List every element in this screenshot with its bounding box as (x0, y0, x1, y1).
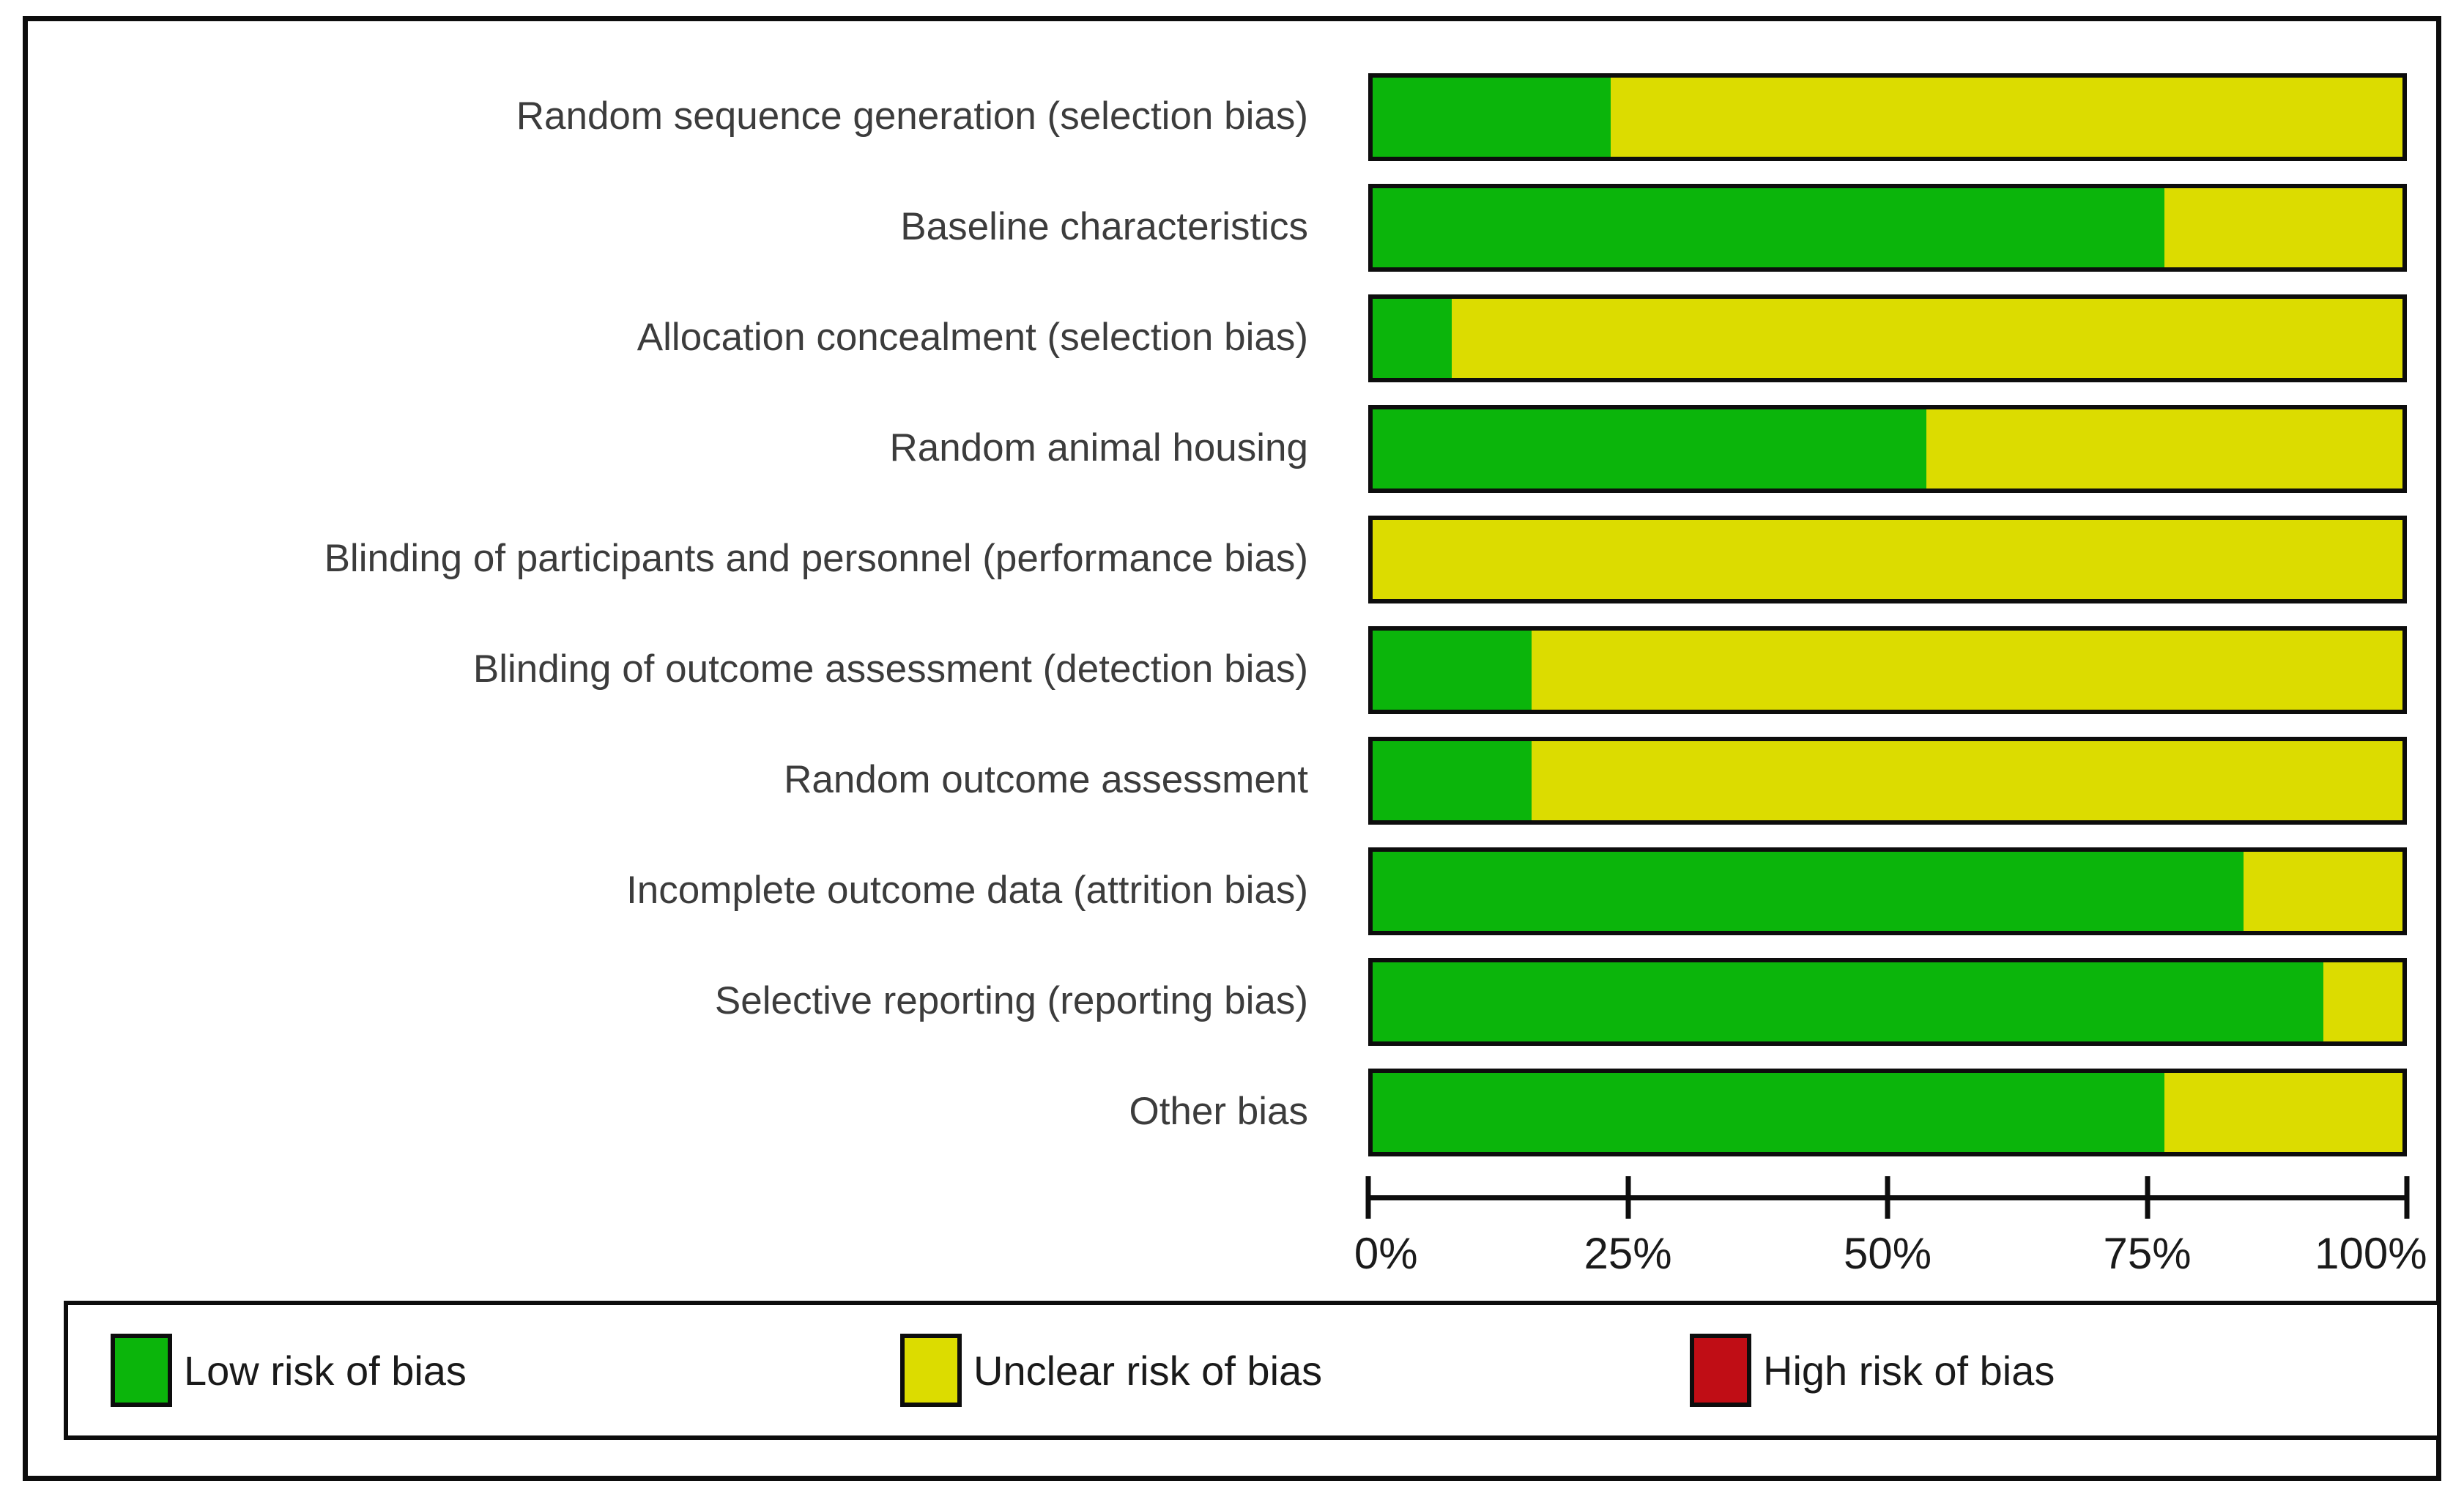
x-tick-label-100: 100% (2315, 1229, 2427, 1278)
bar-segment-low-risk-of-bias (1373, 187, 2165, 267)
bar-segment-unclear-risk-of-bias (1373, 519, 2402, 599)
bar-rows: Random sequence generation (selection bi… (28, 62, 2436, 1167)
stacked-bar (1368, 1068, 2407, 1156)
bar-segment-unclear-risk-of-bias (2164, 187, 2402, 267)
stacked-bar (1368, 736, 2407, 825)
stacked-bar (1368, 957, 2407, 1046)
bar-segment-low-risk-of-bias (1373, 1072, 2165, 1152)
stacked-bar (1368, 294, 2407, 382)
stacked-bar (1368, 625, 2407, 714)
category-label-random-sequence-generation-selection-bia: Random sequence generation (selection bi… (516, 94, 1308, 138)
legend-item-unclear-risk-of-bias: Unclear risk of bias (858, 1334, 1647, 1407)
stacked-bar (1368, 515, 2407, 603)
chart-frame: Random sequence generation (selection bi… (23, 16, 2441, 1481)
legend-swatch-unclear-risk-of-bias (900, 1334, 962, 1407)
x-tick-label-25: 25% (1584, 1229, 1672, 1278)
bar-segment-low-risk-of-bias (1373, 962, 2323, 1041)
legend-item-low-risk-of-bias: Low risk of bias (68, 1334, 858, 1407)
chart-row: Incomplete outcome data (attrition bias) (28, 836, 2436, 946)
x-tick-label-50: 50% (1843, 1229, 1932, 1278)
category-label-blinding-of-outcome-assessment-detection: Blinding of outcome assessment (detectio… (472, 647, 1308, 691)
bar-segment-low-risk-of-bias (1373, 77, 1611, 157)
legend-swatch-high-risk-of-bias (1690, 1334, 1751, 1407)
x-axis-tick (1365, 1176, 1371, 1219)
category-label-allocation-concealment-selection-bias: Allocation concealment (selection bias) (637, 316, 1308, 360)
chart-row: Random sequence generation (selection bi… (28, 62, 2436, 172)
bar-segment-low-risk-of-bias (1373, 851, 2244, 931)
chart-row: Other bias (28, 1057, 2436, 1167)
chart-row: Blinding of outcome assessment (detectio… (28, 614, 2436, 725)
legend: Low risk of bias Unclear risk of bias High… (64, 1301, 2441, 1440)
bar-segment-low-risk-of-bias (1373, 740, 1532, 820)
chart-row: Baseline characteristics (28, 172, 2436, 283)
chart-row: Blinding of participants and personnel (… (28, 504, 2436, 614)
x-axis-tick (1885, 1176, 1890, 1219)
category-label-incomplete-outcome-data-attrition-bias: Incomplete outcome data (attrition bias) (626, 869, 1308, 913)
chart-row: Random outcome assessment (28, 725, 2436, 836)
x-axis-tick (1625, 1176, 1630, 1219)
legend-label-low-risk-of-bias: Low risk of bias (184, 1347, 467, 1394)
x-axis-tick (2404, 1176, 2410, 1219)
stacked-bar (1368, 183, 2407, 272)
stacked-bar (1368, 404, 2407, 493)
category-label-random-outcome-assessment: Random outcome assessment (784, 758, 1308, 802)
legend-swatch-low-risk-of-bias (111, 1334, 172, 1407)
stacked-bar (1368, 73, 2407, 161)
category-label-random-animal-housing: Random animal housing (889, 426, 1308, 470)
category-label-baseline-characteristics: Baseline characteristics (900, 205, 1308, 249)
legend-label-high-risk-of-bias: High risk of bias (1763, 1347, 2055, 1394)
bar-segment-unclear-risk-of-bias (1926, 409, 2402, 489)
bar-segment-unclear-risk-of-bias (1531, 630, 2402, 710)
chart-row: Selective reporting (reporting bias) (28, 946, 2436, 1057)
legend-label-unclear-risk-of-bias: Unclear risk of bias (973, 1347, 1323, 1394)
category-label-blinding-of-participants-and-personnel-p: Blinding of participants and personnel (… (324, 537, 1308, 581)
bar-segment-unclear-risk-of-bias (1610, 77, 2402, 157)
stacked-bar (1368, 847, 2407, 935)
x-axis-labels: 0% 25% 50% 75% 100% (1354, 1228, 2427, 1294)
legend-item-high-risk-of-bias: High risk of bias (1647, 1334, 2437, 1407)
bar-segment-unclear-risk-of-bias (1452, 298, 2402, 378)
chart-row: Allocation concealment (selection bias) (28, 283, 2436, 393)
bar-segment-low-risk-of-bias (1373, 298, 1452, 378)
bar-segment-unclear-risk-of-bias (2164, 1072, 2402, 1152)
bar-segment-unclear-risk-of-bias (2323, 962, 2402, 1041)
chart-row: Random animal housing (28, 393, 2436, 504)
bar-segment-low-risk-of-bias (1373, 409, 1927, 489)
x-axis (1365, 1176, 2410, 1219)
category-label-selective-reporting-reporting-bias: Selective reporting (reporting bias) (714, 979, 1308, 1023)
x-tick-label-75: 75% (2103, 1229, 2192, 1278)
x-axis-tick (2145, 1176, 2150, 1219)
category-label-other-bias: Other bias (1129, 1090, 1308, 1134)
bar-segment-unclear-risk-of-bias (2244, 851, 2402, 931)
bar-segment-low-risk-of-bias (1373, 630, 1532, 710)
bar-segment-unclear-risk-of-bias (1531, 740, 2402, 820)
x-tick-label-0: 0% (1354, 1229, 1418, 1278)
